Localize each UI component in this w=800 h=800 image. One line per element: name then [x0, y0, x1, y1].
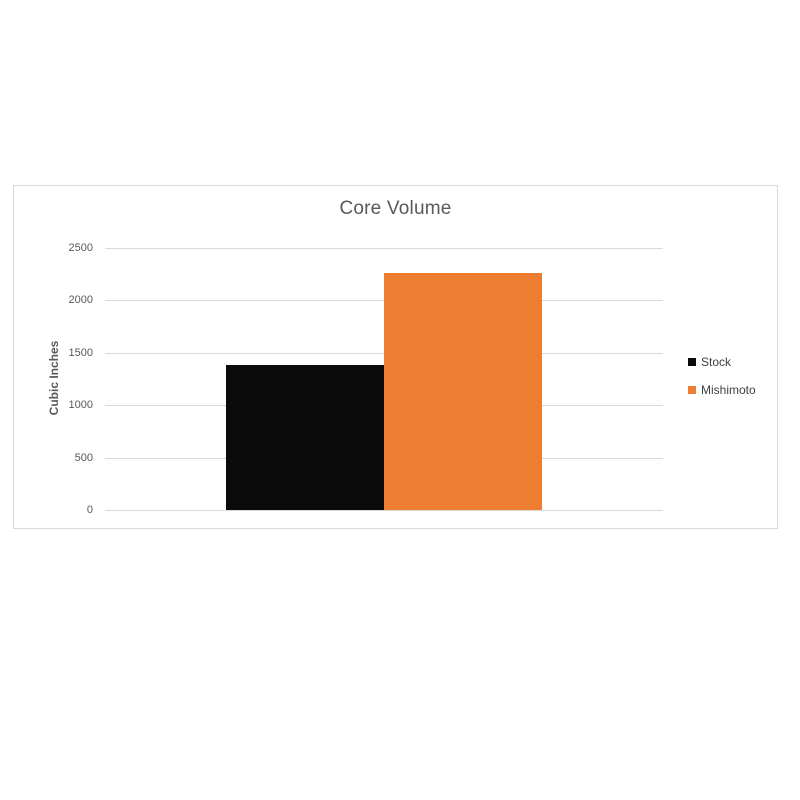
gridline-0 [105, 510, 663, 511]
y-tick-label-1500: 1500 [68, 346, 93, 359]
legend: Stock Mishimoto [688, 355, 756, 411]
legend-label-stock: Stock [701, 355, 732, 369]
plot-area: 0 500 1000 1500 2000 2500 [69, 242, 663, 516]
legend-swatch-mishimoto [688, 386, 696, 394]
y-tick-label-0: 0 [86, 504, 93, 516]
gridline-2500 [105, 248, 663, 249]
legend-swatch-stock [688, 358, 696, 366]
y-tick-label-2000: 2000 [68, 294, 93, 307]
bar-stock [226, 365, 384, 510]
y-tick-label-500: 500 [74, 451, 93, 464]
y-tick-label-1000: 1000 [68, 399, 93, 412]
legend-label-mishimoto: Mishimoto [701, 383, 756, 397]
bar-mishimoto [384, 273, 542, 510]
chart-frame: Core Volume Cubic Inches 0 500 1000 1500 200… [13, 185, 778, 529]
legend-item-stock: Stock [688, 355, 756, 369]
y-tick-label-2500: 2500 [68, 242, 93, 254]
y-axis-title: Cubic Inches [47, 340, 61, 416]
chart-title: Core Volume [339, 198, 452, 219]
legend-item-mishimoto: Mishimoto [688, 383, 756, 397]
